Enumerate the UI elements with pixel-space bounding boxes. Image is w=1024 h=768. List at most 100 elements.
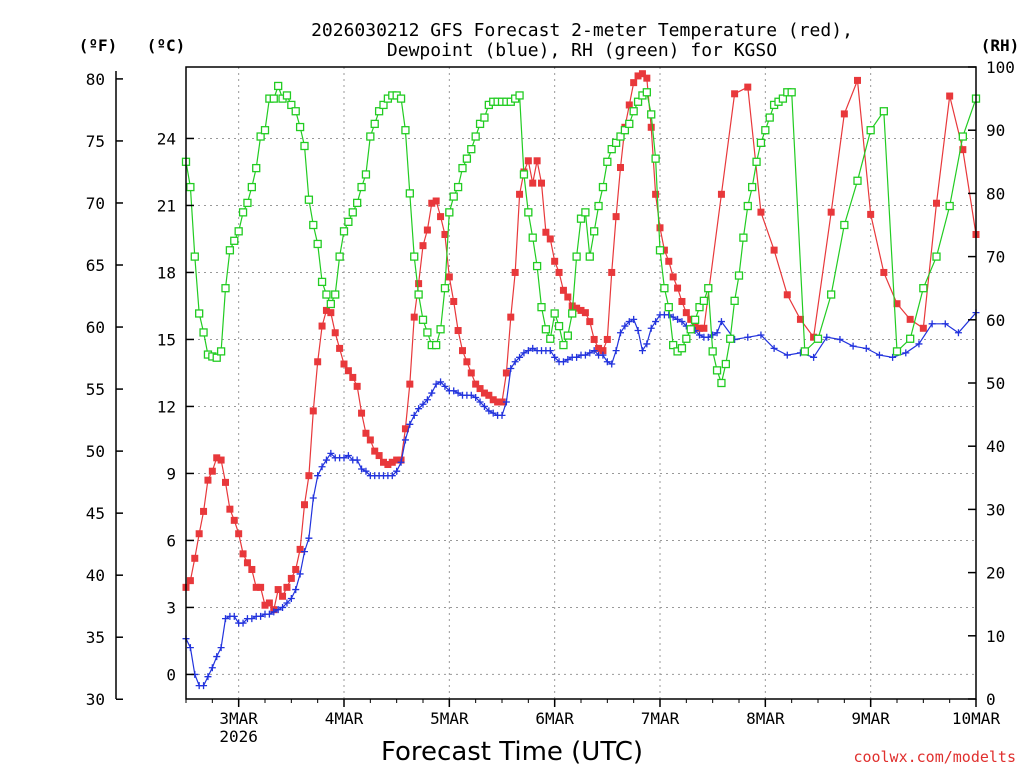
dewpoint-point [362,467,370,475]
temperature-point [419,242,427,250]
temperature-point [757,208,765,216]
temperature-point [344,367,352,375]
rh-point [726,334,735,343]
temperature-point [358,409,366,417]
temperature-point [691,322,699,330]
dewpoint-point [638,347,646,355]
dewpoint-point [621,322,629,330]
fahrenheit-unit-label: (ºF) [79,36,118,55]
dewpoint-point [441,382,449,390]
rh-point [269,94,278,103]
rh-point [471,132,480,141]
credit-link[interactable]: coolwx.com/modelts [853,748,1016,766]
rh-point [686,325,695,334]
rh-point [669,340,678,350]
fahrenheit-axis: 30 35 40 45 50 55 60 65 70 75 80 [86,70,123,709]
temperature-point [314,358,322,366]
temperature-point [222,478,229,486]
rh-tick-label: 50 [986,374,1005,393]
temperature-point [678,297,686,305]
celsius-tick-label: 12 [157,397,176,416]
dewpoint-point [770,344,778,352]
temperature-point [432,197,440,205]
temperature-point [529,179,537,187]
dewpoint-point [279,603,287,611]
rh-point [721,359,730,369]
dewpoint-point [849,342,857,350]
celsius-tick-label: 9 [166,464,176,483]
dewpoint-point [476,398,484,406]
rh-point [453,182,463,192]
dewpoint-point [713,329,721,337]
rh-point [331,290,340,299]
rh-tick-label: 80 [986,184,1005,203]
dewpoint-point [502,398,510,406]
temperature-point [309,407,317,415]
dewpoint-point [862,344,870,352]
rh-point [625,119,634,129]
rh-point [291,107,300,116]
rh-point [252,163,261,173]
temperature-point [546,235,554,243]
temperature-point [696,324,703,332]
temperature-point [393,456,401,464]
dewpoint-point [406,420,414,428]
rh-point [282,91,292,100]
time-tick-year: 2026 [219,727,258,746]
rh-point [541,325,551,334]
temperature-point [235,530,243,538]
rh-point [576,214,586,223]
temperature-point [959,146,967,154]
rh-point [216,347,226,356]
rh-point [322,290,331,299]
rh-point [537,303,546,312]
dewpoint-point [248,615,256,623]
temperature-point [362,429,370,437]
celsius-tick-label: 6 [166,531,176,550]
temperature-point [437,213,445,221]
temperature-point [322,306,330,314]
rh-tick-label: 0 [986,690,996,709]
temperature-point [445,273,453,281]
rh-point [620,126,630,135]
dewpoint-point [744,333,752,341]
fahrenheit-tick-label: 80 [86,70,105,89]
time-tick-label: 3MAR [219,709,258,728]
rh-point [568,309,577,318]
temperature-point [450,297,458,305]
temperature-point [595,344,603,352]
dewpoint-point [647,324,655,332]
dewpoint-point [507,364,515,372]
dewpoint-point [516,353,524,361]
celsius-tick-label: 21 [157,196,176,215]
dewpoint-point [485,407,493,415]
temperature-point [516,190,524,198]
temperature-point [498,398,506,406]
dewpoint-point [327,449,335,457]
celsius-tick-label: 24 [157,129,176,148]
rh-point [581,208,590,217]
temperature-point [687,315,695,323]
temperature-point [669,273,677,281]
dewpoint-point [428,389,436,397]
rh-point [480,113,489,122]
temperature-point [542,228,550,236]
dewpoint-point [617,329,624,337]
time-tick-label: 8MAR [746,709,785,728]
dewpoint-point [674,315,682,323]
temperature-point [301,501,308,509]
temperature-point [599,347,607,355]
rh-point [559,340,568,350]
temperature-point [783,291,791,299]
rh-point [379,100,388,110]
rh-point [524,208,533,217]
dewpoint-point [318,463,326,471]
plot-frame [185,66,977,700]
dewpoint-point [608,360,616,368]
rh-point [813,334,823,343]
dewpoint-point [630,315,638,323]
rh-point [761,126,770,135]
temperature-point [340,360,348,368]
dewpoint-point [665,311,673,319]
